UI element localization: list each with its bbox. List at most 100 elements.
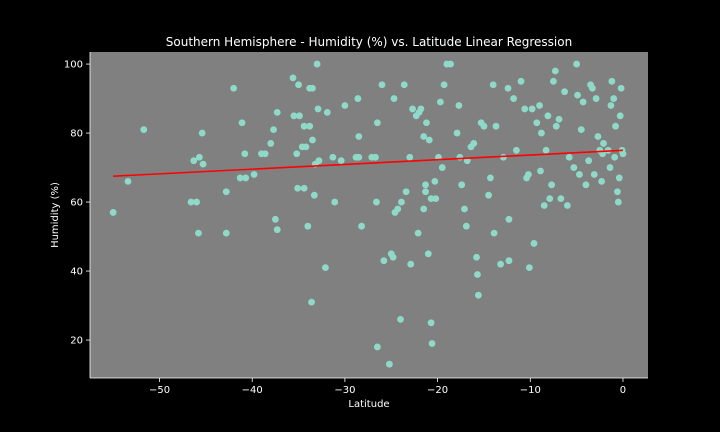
- data-point: [241, 150, 249, 158]
- data-point: [310, 191, 318, 199]
- data-point: [372, 153, 379, 161]
- data-point: [579, 98, 587, 106]
- data-point: [474, 271, 481, 278]
- data-point: [293, 150, 301, 158]
- data-point: [470, 140, 478, 147]
- data-point: [295, 81, 302, 89]
- data-point: [406, 153, 414, 161]
- data-point: [315, 157, 323, 165]
- data-point: [358, 222, 365, 230]
- data-point: [380, 257, 388, 265]
- data-point: [573, 60, 581, 68]
- data-point: [306, 122, 314, 130]
- data-point: [409, 105, 416, 113]
- data-point: [440, 81, 448, 89]
- data-point: [190, 157, 198, 165]
- data-point: [314, 105, 322, 113]
- data-point: [329, 153, 337, 161]
- data-point: [525, 171, 532, 178]
- data-point: [436, 98, 444, 106]
- data-point: [570, 164, 578, 171]
- data-point: [337, 157, 345, 165]
- data-point: [195, 229, 202, 237]
- data-point: [355, 133, 363, 140]
- data-point: [485, 191, 492, 199]
- data-point: [517, 77, 525, 85]
- data-point: [300, 184, 308, 192]
- data-point: [417, 105, 425, 113]
- data-point: [428, 340, 436, 347]
- data-point: [309, 136, 316, 144]
- data-point: [424, 250, 432, 258]
- data-point: [497, 260, 505, 268]
- data-point: [140, 126, 148, 134]
- data-point: [461, 205, 468, 213]
- data-point: [512, 146, 520, 154]
- data-point: [555, 115, 563, 123]
- data-point: [222, 188, 230, 196]
- data-point: [373, 119, 381, 127]
- data-point: [354, 95, 362, 102]
- data-point: [323, 108, 331, 116]
- y-tick-label: 100: [64, 60, 83, 71]
- data-point: [607, 102, 615, 109]
- data-point: [504, 84, 512, 92]
- x-tick-label: −30: [334, 385, 355, 396]
- data-point: [389, 253, 397, 261]
- data-point: [536, 102, 543, 109]
- data-point: [400, 81, 408, 89]
- data-point: [505, 215, 513, 223]
- data-point: [510, 95, 517, 102]
- data-point: [546, 195, 554, 203]
- data-point: [542, 146, 550, 154]
- data-point: [414, 229, 422, 237]
- data-point: [267, 140, 275, 147]
- data-point: [238, 119, 246, 127]
- data-point: [423, 119, 430, 127]
- data-point: [492, 122, 500, 130]
- data-point: [563, 202, 571, 209]
- data-point: [617, 84, 625, 92]
- data-point: [199, 160, 207, 168]
- x-tick-label: −50: [149, 385, 170, 396]
- x-tick-label: −40: [242, 385, 263, 396]
- data-point: [290, 112, 298, 120]
- data-point: [473, 253, 480, 261]
- x-tick-label: −20: [427, 385, 448, 396]
- regression-line: [113, 149, 624, 177]
- data-point: [530, 240, 538, 247]
- data-point: [455, 102, 463, 109]
- data-point: [574, 91, 581, 99]
- plot-area: [90, 52, 648, 378]
- data-point: [378, 81, 386, 89]
- data-point: [236, 174, 244, 182]
- regression-layer: [113, 149, 624, 177]
- y-axis-label: Humidity (%): [50, 182, 61, 248]
- data-point: [619, 150, 627, 158]
- data-point: [187, 198, 195, 206]
- data-point: [458, 181, 466, 189]
- data-point: [588, 84, 596, 92]
- y-tick-label: 20: [70, 336, 83, 347]
- data-point: [538, 129, 545, 137]
- chart-title: Southern Hemisphere - Humidity (%) vs. L…: [166, 35, 572, 49]
- data-point: [420, 205, 428, 213]
- data-point: [576, 171, 583, 178]
- data-point: [270, 126, 277, 134]
- data-point: [582, 181, 590, 189]
- data-point: [198, 129, 206, 137]
- x-axis-label: Latitude: [348, 399, 389, 410]
- data-point: [402, 188, 410, 196]
- data-point: [610, 95, 618, 102]
- data-point: [313, 60, 321, 68]
- data-point: [528, 105, 536, 113]
- data-point: [294, 184, 302, 192]
- data-point: [420, 133, 428, 140]
- data-point: [489, 81, 497, 89]
- data-point: [422, 181, 429, 189]
- data-point: [585, 157, 593, 165]
- data-point: [422, 188, 429, 196]
- data-point: [521, 105, 529, 113]
- data-point: [432, 195, 440, 203]
